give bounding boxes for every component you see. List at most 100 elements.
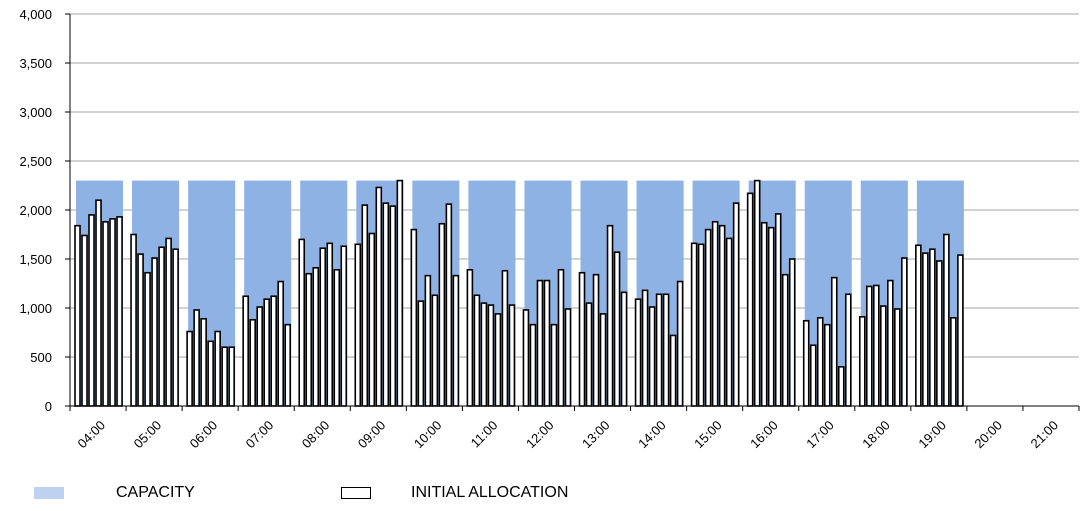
- allocation-bar: [894, 308, 901, 407]
- allocation-bar: [284, 323, 292, 407]
- allocation-bar: [424, 274, 432, 407]
- x-tick-label: 17:00: [803, 418, 837, 452]
- allocation-bar: [879, 305, 887, 407]
- allocation-bar: [929, 248, 936, 407]
- allocation-bar: [760, 221, 768, 407]
- x-tick-label: 08:00: [299, 418, 333, 452]
- allocation-bar: [438, 222, 446, 407]
- allocation-bar: [452, 274, 460, 407]
- allocation-bar: [641, 289, 649, 407]
- allocation-bar: [109, 218, 116, 407]
- allocation-bar: [887, 279, 894, 407]
- allocation-bar: [396, 179, 404, 407]
- legend-swatch-initial-allocation: [341, 487, 371, 499]
- allocation-bar: [165, 237, 172, 407]
- allocation-bar: [922, 252, 929, 407]
- legend-item-capacity: CAPACITY: [34, 484, 195, 502]
- allocation-bar: [529, 323, 537, 407]
- allocation-bar: [915, 244, 922, 407]
- allocation-bar: [662, 293, 670, 407]
- allocation-bar: [487, 304, 495, 407]
- allocation-bar: [445, 203, 453, 407]
- allocation-bar: [592, 273, 600, 407]
- allocation-bar: [557, 268, 565, 407]
- x-tick-label: 07:00: [243, 418, 277, 452]
- allocation-bar: [781, 273, 789, 407]
- allocation-bar: [872, 284, 880, 407]
- legend-label-initial-allocation: INITIAL ALLOCATION: [411, 484, 569, 501]
- allocation-bar: [704, 228, 712, 407]
- allocation-bar: [950, 316, 957, 407]
- axes: [65, 13, 1080, 411]
- x-tick-label: 14:00: [635, 418, 669, 452]
- allocation-bar: [102, 220, 109, 407]
- allocation-bar: [305, 272, 313, 407]
- x-tick-label: 09:00: [355, 418, 389, 452]
- allocation-bar: [564, 308, 572, 407]
- allocation-bar: [88, 214, 95, 407]
- allocation-bar: [613, 251, 621, 407]
- allocation-bar: [802, 319, 810, 407]
- allocation-bar: [936, 260, 943, 407]
- y-tick-label: 1,000: [19, 301, 52, 316]
- allocation-bar: [809, 344, 817, 407]
- y-tick-label: 2,000: [19, 203, 52, 218]
- allocation-bar: [221, 346, 228, 407]
- allocation-bar: [753, 179, 761, 407]
- allocation-bar: [207, 340, 214, 407]
- x-tick-label: 04:00: [75, 418, 109, 452]
- allocation-bar: [697, 243, 705, 407]
- allocation-bar: [95, 199, 102, 407]
- gridlines: [70, 13, 1079, 358]
- x-tick-label: 06:00: [187, 418, 221, 452]
- allocation-bar: [746, 192, 754, 407]
- allocation-bar: [417, 300, 425, 407]
- chart: 05001,0001,5002,0002,5003,0003,5004,000 …: [19, 7, 1080, 452]
- allocation-bar: [901, 257, 908, 407]
- allocation-bar: [858, 316, 866, 407]
- allocation-bar: [620, 291, 628, 407]
- allocation-bar: [74, 224, 81, 407]
- allocation-bar: [340, 245, 348, 407]
- allocation-bar: [634, 298, 642, 407]
- allocation-bar: [144, 271, 151, 407]
- x-tick-label: 10:00: [411, 418, 445, 452]
- y-tick-label: 1,500: [19, 252, 52, 267]
- allocation-bar: [943, 233, 950, 407]
- allocation-bar: [242, 295, 249, 407]
- allocation-bar: [375, 186, 383, 407]
- allocation-bar: [312, 267, 320, 407]
- allocation-bar: [578, 271, 586, 407]
- allocation-bar: [837, 365, 845, 407]
- allocation-bar: [277, 280, 285, 407]
- allocation-bar: [410, 228, 418, 407]
- allocation-bar: [606, 224, 614, 407]
- allocation-bar: [354, 243, 362, 407]
- allocation-bar: [655, 293, 663, 407]
- allocation-bar: [466, 268, 474, 407]
- allocation-bar: [788, 258, 796, 407]
- allocation-bar: [830, 276, 838, 407]
- allocation-bar: [431, 294, 439, 407]
- allocation-bar: [823, 323, 831, 407]
- allocation-bar: [116, 216, 123, 407]
- allocation-bar: [214, 330, 221, 407]
- allocation-bar: [137, 253, 144, 407]
- allocation-bar: [732, 202, 740, 407]
- allocation-bar: [718, 224, 726, 407]
- allocation-bar: [550, 323, 558, 407]
- allocation-bar: [263, 298, 270, 407]
- allocation-bar: [473, 294, 481, 407]
- allocation-bar: [333, 268, 341, 407]
- allocation-bar: [711, 220, 719, 407]
- allocation-bar: [382, 202, 390, 407]
- allocation-bar: [599, 313, 607, 407]
- allocation-bar: [690, 242, 698, 407]
- allocation-bar: [361, 204, 369, 407]
- x-tick-label: 21:00: [1027, 418, 1061, 452]
- legend-item-initial-allocation: INITIAL ALLOCATION: [341, 484, 568, 502]
- allocation-bar: [957, 254, 964, 407]
- y-tick-label: 3,000: [19, 105, 52, 120]
- allocation-bar: [585, 302, 593, 407]
- allocation-bar: [522, 309, 530, 407]
